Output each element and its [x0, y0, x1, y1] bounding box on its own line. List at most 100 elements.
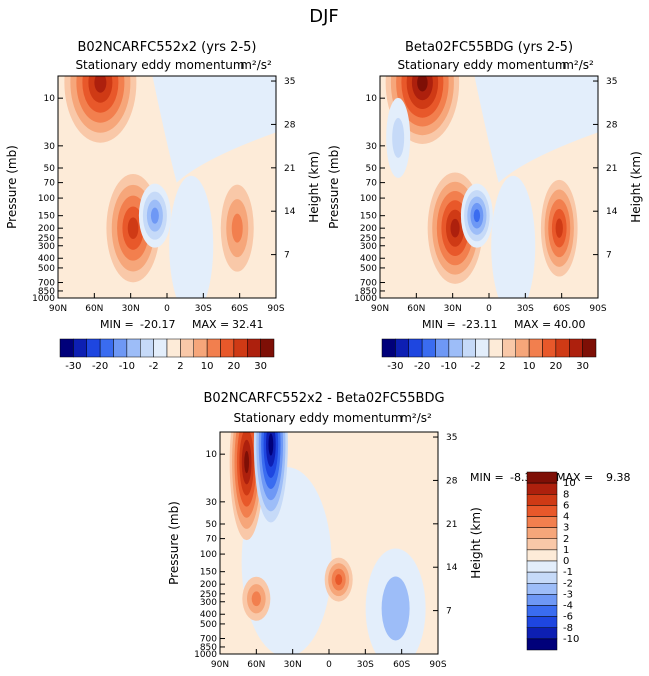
y-tick-label: 70	[206, 535, 218, 545]
colorbar-swatch	[381, 338, 396, 358]
x-tick-label: 90S	[589, 304, 606, 314]
figure-title: DJF	[309, 6, 339, 27]
panel-subtitle: Stationary eddy momentum	[397, 58, 566, 72]
colorbar-label: -4	[563, 601, 573, 612]
units-label: m²/s²	[400, 411, 432, 425]
units-label: m²/s²	[562, 58, 594, 72]
colorbar-swatch	[569, 338, 583, 358]
y-tick-label: 500	[200, 620, 217, 630]
y-tick-label: 250	[200, 590, 217, 600]
colorbar-swatch	[526, 505, 558, 517]
x-tick-label: 60S	[393, 660, 410, 670]
colorbar-label: -6	[563, 612, 573, 623]
negative-region	[491, 175, 536, 298]
y-axis-label: Pressure (mb)	[327, 145, 341, 229]
colorbar-swatch	[435, 338, 450, 358]
colorbar-swatch	[113, 338, 128, 358]
y-tick-label: 100	[38, 194, 55, 204]
y-tick-label: 50	[44, 164, 56, 174]
colorbar-swatch	[180, 338, 194, 358]
colorbar-swatch	[526, 538, 558, 551]
max-value: 32.41	[232, 318, 264, 331]
colorbar-swatch	[582, 338, 597, 358]
x-tick-label: 0	[486, 304, 492, 314]
colorbar-swatch	[526, 494, 558, 506]
positive-contour	[335, 574, 343, 586]
y-right-tick-label: 14	[284, 207, 296, 217]
colorbar-swatch	[153, 338, 168, 358]
axis-ticks: 90N 60N 30N 0 30S 60S 90S103050701001502002503…	[354, 77, 618, 314]
max-label: MAX =	[556, 471, 593, 484]
colorbar-swatch	[247, 338, 261, 358]
x-tick-label: 60N	[247, 660, 265, 670]
colorbar-swatch	[526, 527, 558, 539]
x-tick-label: 30S	[517, 304, 534, 314]
negative-contour	[473, 209, 481, 223]
min-value: -23.11	[462, 318, 497, 331]
colorbar-label: 30	[254, 361, 267, 372]
colorbar-swatch	[260, 338, 275, 358]
y-tick-label: 400	[38, 254, 55, 264]
x-tick-label: 90S	[267, 304, 284, 314]
colorbar-swatch	[421, 338, 436, 358]
x-tick-label: 0	[164, 304, 170, 314]
y-right-tick-label: 35	[446, 433, 457, 443]
colorbar-swatch	[193, 338, 208, 358]
colorbar-swatch	[73, 338, 87, 358]
contour-field	[229, 432, 426, 654]
colorbar-swatch	[233, 338, 248, 358]
y-tick-label: 70	[44, 179, 56, 189]
min-value: -20.17	[140, 318, 175, 331]
panel-control: B02NCARFC552x2 (yrs 2-5) Stationary eddy…	[5, 40, 321, 372]
y-tick-label: 300	[360, 242, 377, 252]
y-tick-label: 150	[200, 568, 217, 578]
contour-field	[58, 76, 276, 298]
y-right-tick-label: 7	[606, 251, 612, 261]
y-tick-label: 200	[200, 580, 217, 590]
colorbar-swatch	[526, 471, 558, 484]
contour-field	[380, 76, 598, 298]
x-tick-label: 90S	[429, 660, 446, 670]
positive-contour	[244, 450, 250, 474]
y-axis-label: Pressure (mb)	[167, 501, 181, 585]
colorbar-swatch	[462, 338, 476, 358]
x-tick-label: 30S	[357, 660, 374, 670]
colorbar-swatch	[475, 338, 490, 358]
y-tick-label: 850	[360, 287, 377, 297]
y-tick-label: 700	[38, 279, 55, 289]
colorbar-swatch	[526, 583, 558, 595]
colorbar-label: -2	[563, 578, 573, 589]
colorbar-swatch	[448, 338, 463, 358]
colorbar-swatch	[395, 338, 409, 358]
y-tick-label: 30	[366, 142, 378, 152]
colorbar-swatch	[220, 338, 235, 358]
y-right-tick-label: 21	[606, 164, 617, 174]
colorbar-label: 6	[563, 500, 569, 511]
colorbar-label: 10	[201, 361, 214, 372]
y-tick-label: 200	[38, 224, 55, 234]
colorbar-label: -30	[387, 361, 403, 372]
y-tick-label: 150	[38, 212, 55, 222]
axis-ticks: 90N 60N 30N 0 30S 60S 90S103050701001502002503…	[32, 77, 296, 314]
negative-region	[152, 76, 276, 183]
y-tick-label: 30	[44, 142, 56, 152]
y-right-tick-label: 21	[446, 520, 457, 530]
x-tick-label: 60N	[407, 304, 425, 314]
colorbar-label: 10	[523, 361, 536, 372]
x-tick-label: 90N	[49, 304, 67, 314]
colorbar-label: -2	[149, 361, 159, 372]
colorbar-swatch	[206, 338, 221, 358]
y-tick-label: 1000	[354, 294, 377, 304]
panel-title: B02NCARFC552x2 (yrs 2-5)	[78, 40, 257, 55]
colorbar-swatch	[126, 338, 141, 358]
colorbar-label: -10	[563, 634, 579, 645]
colorbar: -30 -20 -10 -2 2 10 20 30	[59, 338, 275, 372]
units-label: m²/s²	[240, 58, 272, 72]
x-tick-label: 90N	[211, 660, 229, 670]
y-tick-label: 400	[360, 254, 377, 264]
max-value: 40.00	[554, 318, 586, 331]
colorbar-swatch	[526, 482, 558, 495]
colorbar-swatch	[526, 627, 558, 640]
